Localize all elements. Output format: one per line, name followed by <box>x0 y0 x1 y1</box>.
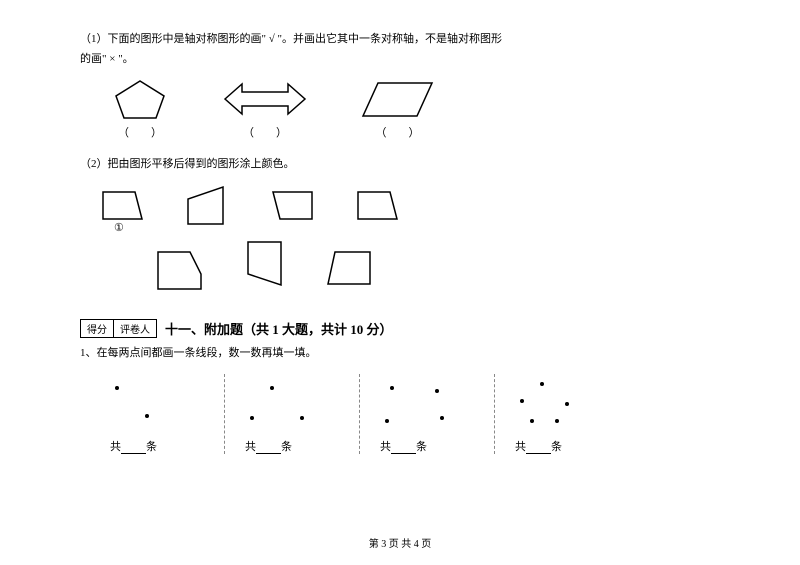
score-cell-1: 得分 <box>81 320 114 337</box>
blank-line <box>256 443 281 454</box>
dot <box>440 416 444 420</box>
q2-text: （2）把由图形平移后得到的图形涂上颜色。 <box>80 155 720 175</box>
fill-2: 共条 <box>245 438 292 454</box>
fill-suffix: 条 <box>551 441 562 453</box>
dots-row: 共条 共条 共条 <box>90 374 720 454</box>
dot <box>530 419 534 423</box>
dot <box>270 386 274 390</box>
fill-1: 共条 <box>110 438 157 454</box>
blank-line <box>526 443 551 454</box>
shape-d <box>155 249 205 294</box>
dot <box>145 414 149 418</box>
dot <box>540 382 544 386</box>
question-2: （2）把由图形平移后得到的图形涂上颜色。 ① <box>80 155 720 305</box>
paren-3: （ ） <box>376 124 420 140</box>
question-1: （1）下面的图形中是轴对称图形的画" √ "。并画出它其中一条对称轴，不是轴对称… <box>80 30 720 140</box>
shape-e <box>245 239 285 292</box>
score-cell-2: 评卷人 <box>114 320 156 337</box>
score-boxes: 得分 评卷人 <box>80 319 157 338</box>
translation-shapes-grid: ① <box>100 184 720 304</box>
score-section-row: 得分 评卷人 十一、附加题（共 1 大题，共计 10 分） <box>80 319 720 338</box>
doublearrow-icon <box>220 78 310 120</box>
dot <box>520 399 524 403</box>
q1-line1: （1）下面的图形中是轴对称图形的画" √ "。并画出它其中一条对称轴，不是轴对称… <box>80 30 720 50</box>
dot <box>555 419 559 423</box>
pentagon-icon <box>110 78 170 120</box>
q1-line2: 的画" × "。 <box>80 50 720 70</box>
fill-suffix: 条 <box>281 441 292 453</box>
dot <box>565 402 569 406</box>
fill-prefix: 共 <box>110 441 121 453</box>
section-title: 十一、附加题（共 1 大题，共计 10 分） <box>165 319 393 338</box>
symmetry-shapes-row: （ ） （ ） （ ） <box>110 78 720 140</box>
dot-panel-1: 共条 <box>90 374 225 454</box>
blank-line <box>121 443 146 454</box>
shape-original: ① <box>100 189 145 227</box>
dot <box>300 416 304 420</box>
paren-1: （ ） <box>118 124 162 140</box>
page-footer: 第 3 页 共 4 页 <box>0 535 800 550</box>
circled-one: ① <box>114 221 124 234</box>
pentagon-container: （ ） <box>110 78 170 140</box>
parallelogram-icon <box>360 78 435 120</box>
dot-panel-4: 共条 <box>495 374 630 454</box>
doublearrow-container: （ ） <box>220 78 310 140</box>
dot <box>115 386 119 390</box>
blank-line <box>391 443 416 454</box>
dot-panel-3: 共条 <box>360 374 495 454</box>
paren-2: （ ） <box>243 124 287 140</box>
fill-4: 共条 <box>515 438 562 454</box>
shape-f <box>325 249 373 290</box>
fill-suffix: 条 <box>416 441 427 453</box>
fill-prefix: 共 <box>515 441 526 453</box>
shape-c <box>355 189 400 227</box>
dot <box>390 386 394 390</box>
fill-prefix: 共 <box>245 441 256 453</box>
fill-suffix: 条 <box>146 441 157 453</box>
dot <box>385 419 389 423</box>
parallelogram-container: （ ） <box>360 78 435 140</box>
dot-panel-2: 共条 <box>225 374 360 454</box>
fill-prefix: 共 <box>380 441 391 453</box>
dot <box>250 416 254 420</box>
dot <box>435 389 439 393</box>
q3-text: 1、在每两点间都画一条线段，数一数再填一填。 <box>80 344 720 364</box>
fill-3: 共条 <box>380 438 427 454</box>
shape-a <box>185 184 230 229</box>
shape-b <box>270 189 315 227</box>
question-3: 1、在每两点间都画一条线段，数一数再填一填。 共条 共条 共条 <box>80 344 720 454</box>
